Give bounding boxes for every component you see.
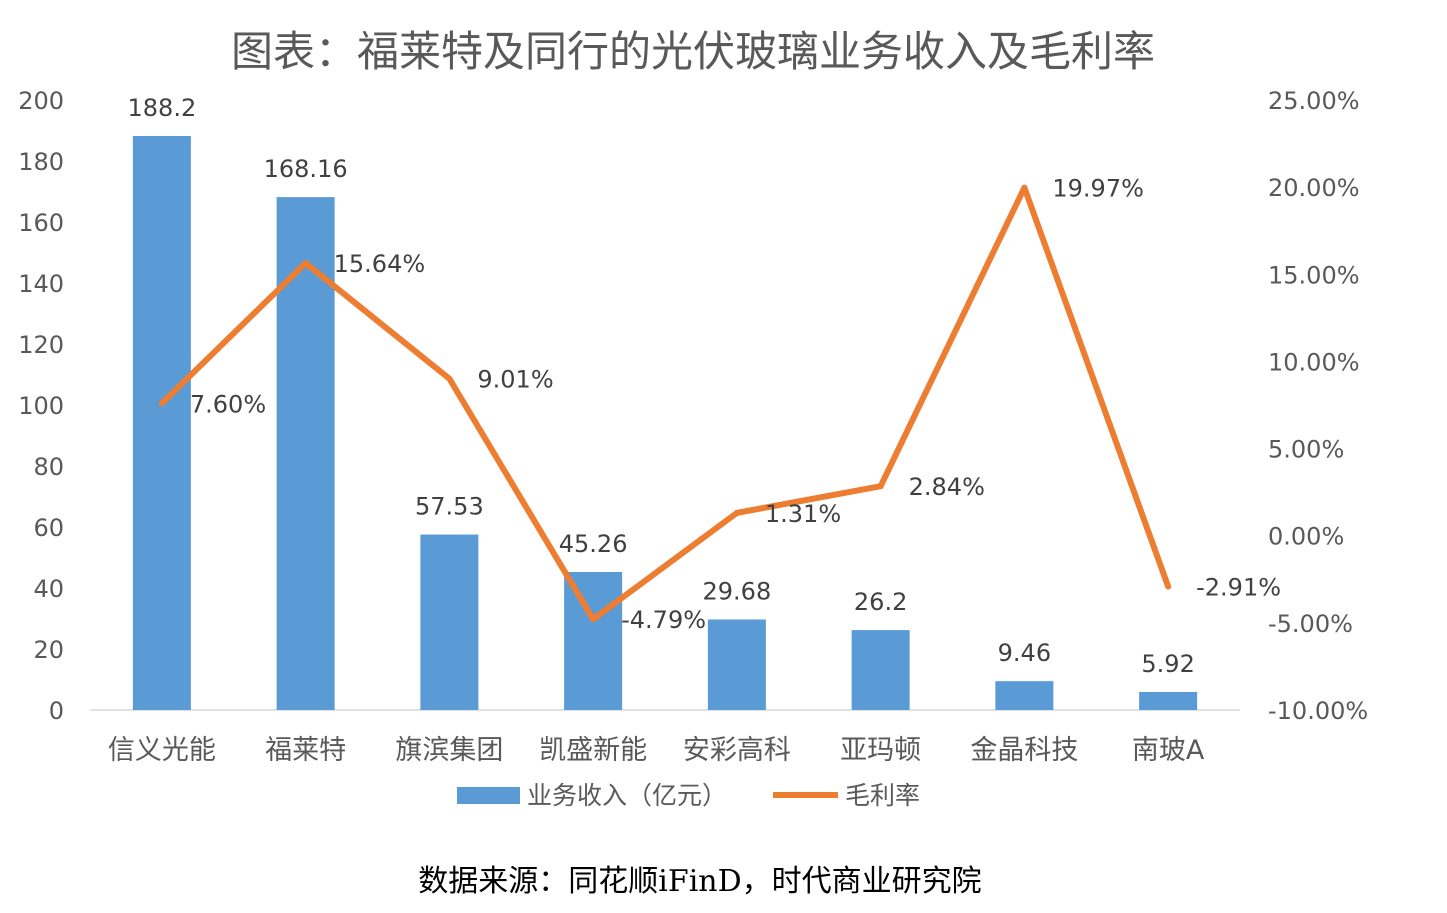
bar bbox=[276, 197, 335, 710]
x-axis-labels: 信义光能 福莱特 旗滨集团 凯盛新能 安彩高科 亚玛顿 金晶科技 南玻A bbox=[108, 735, 1205, 766]
bar-value-label: 45.26 bbox=[559, 530, 628, 558]
category-label: 信义光能 bbox=[108, 735, 216, 766]
right-axis-tick-label: -5.00% bbox=[1268, 610, 1353, 638]
right-axis-tick-label: 25.00% bbox=[1268, 87, 1360, 115]
line-value-label: 15.64% bbox=[334, 250, 426, 278]
left-axis-tick-label: 120 bbox=[18, 331, 64, 359]
bar bbox=[995, 681, 1054, 710]
bar bbox=[1139, 691, 1198, 710]
bar bbox=[420, 534, 479, 710]
line-point bbox=[446, 375, 453, 382]
line-series bbox=[158, 184, 1172, 623]
category-label: 凯盛新能 bbox=[539, 735, 647, 766]
line-point bbox=[1165, 583, 1172, 590]
line-point bbox=[877, 483, 884, 490]
category-label: 旗滨集团 bbox=[395, 735, 503, 766]
bar-value-label: 29.68 bbox=[703, 577, 772, 605]
line-point bbox=[1021, 184, 1028, 191]
line-point bbox=[158, 400, 165, 407]
left-axis-tick-label: 160 bbox=[18, 209, 64, 237]
right-axis-tick-label: -10.00% bbox=[1268, 697, 1368, 725]
legend-line-label: 毛利率 bbox=[845, 781, 920, 810]
bar bbox=[707, 619, 766, 710]
line-value-label: 1.31% bbox=[765, 500, 841, 528]
right-axis-tick-label: 20.00% bbox=[1268, 174, 1360, 202]
line-value-label: 9.01% bbox=[477, 366, 553, 394]
source-note: 数据来源：同花顺iFinD，时代商业研究院 bbox=[418, 864, 981, 899]
bar-series bbox=[132, 135, 1198, 711]
line-value-label: 19.97% bbox=[1052, 175, 1144, 203]
legend-bar-label: 业务收入（亿元） bbox=[527, 781, 727, 810]
bar-value-label: 26.2 bbox=[854, 588, 907, 616]
left-axis-tick-label: 20 bbox=[33, 636, 64, 664]
legend: 业务收入（亿元） 毛利率 bbox=[457, 781, 920, 810]
line-point bbox=[302, 260, 309, 267]
category-label: 金晶科技 bbox=[970, 735, 1078, 766]
left-axis-tick-label: 200 bbox=[18, 87, 64, 115]
left-axis-tick-label: 180 bbox=[18, 148, 64, 176]
category-label: 南玻A bbox=[1132, 735, 1205, 766]
line-point bbox=[590, 616, 597, 623]
bar bbox=[564, 571, 623, 710]
left-axis-tick-label: 60 bbox=[33, 514, 64, 542]
category-label: 福莱特 bbox=[265, 735, 346, 766]
bar-value-label: 188.2 bbox=[128, 94, 197, 122]
bar-value-label: 5.92 bbox=[1141, 650, 1194, 678]
bar-value-label: 168.16 bbox=[264, 155, 348, 183]
legend-bar-swatch bbox=[457, 787, 520, 804]
bar-value-label: 9.46 bbox=[998, 639, 1051, 667]
category-label: 亚玛顿 bbox=[840, 735, 921, 766]
right-axis-tick-label: 15.00% bbox=[1268, 261, 1360, 289]
right-axis-tick-label: 5.00% bbox=[1268, 436, 1344, 464]
line-value-label: 2.84% bbox=[909, 473, 985, 501]
bar bbox=[132, 135, 191, 711]
bar-labels: 188.2 168.16 57.53 45.26 29.68 26.2 9.46 5.92 bbox=[128, 94, 1195, 678]
left-axis-tick-label: 140 bbox=[18, 270, 64, 298]
category-label: 安彩高科 bbox=[683, 735, 791, 766]
left-axis-tick-label: 100 bbox=[18, 392, 64, 420]
left-axis-tick-label: 0 bbox=[49, 697, 64, 725]
left-axis-tick-label: 40 bbox=[33, 575, 64, 603]
line-value-label: -4.79% bbox=[621, 606, 706, 634]
bar bbox=[851, 630, 910, 710]
line-value-label: -2.91% bbox=[1196, 573, 1281, 601]
bar-value-label: 57.53 bbox=[415, 493, 484, 521]
margin-line bbox=[158, 184, 1172, 623]
chart-title: 图表：福莱特及同行的光伏玻璃业务收入及毛利率 bbox=[231, 27, 1155, 76]
right-axis-tick-label: 10.00% bbox=[1268, 348, 1360, 376]
right-axis: 25.00% 20.00% 15.00% 10.00% 5.00% 0.00% -5.00%… bbox=[1268, 87, 1368, 725]
line-value-label: 7.60% bbox=[190, 390, 266, 418]
left-axis-tick-label: 80 bbox=[33, 453, 64, 481]
right-axis-tick-label: 0.00% bbox=[1268, 523, 1344, 551]
line-labels: 7.60% 15.64% 9.01% -4.79% 1.31% 2.84% 19.97% -2… bbox=[190, 175, 1281, 635]
line-point bbox=[733, 509, 740, 516]
